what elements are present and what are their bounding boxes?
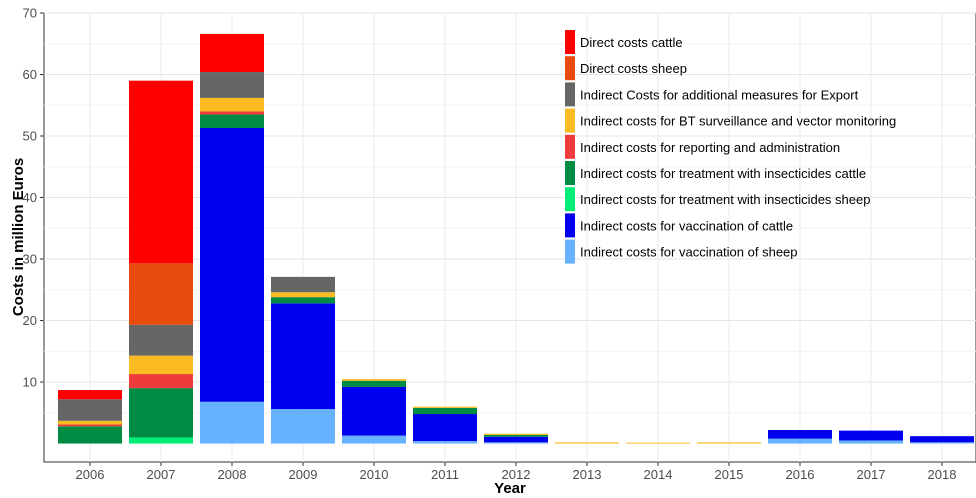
bar-segment [484, 433, 548, 435]
bar-segment [697, 442, 761, 444]
x-tick-label: 2008 [218, 467, 247, 482]
x-tick-label: 2007 [147, 467, 176, 482]
legend-key [565, 187, 575, 212]
legend-key [565, 213, 575, 238]
bar-segment [200, 128, 264, 402]
x-tick-label: 2017 [857, 467, 886, 482]
legend-key [565, 82, 575, 107]
x-tick-label: 2009 [289, 467, 318, 482]
bar-segment [910, 442, 974, 444]
legend-label: Direct costs sheep [580, 61, 687, 76]
bar-segment [342, 386, 406, 436]
legend: Direct costs cattle Direct costs sheep Ind… [565, 30, 896, 264]
bar-segment [271, 303, 335, 410]
bar-segment [200, 33, 264, 73]
bar-segment [200, 97, 264, 112]
y-tick-label: 60 [23, 67, 37, 82]
bar-segment [413, 414, 477, 442]
y-tick-label: 10 [23, 375, 37, 390]
x-tick-label: 2015 [715, 467, 744, 482]
bar-segment [484, 436, 548, 443]
x-tick-label: 2011 [431, 467, 459, 482]
bar-segment [58, 390, 122, 400]
bar-segment [484, 442, 548, 444]
x-tick-label: 2018 [928, 467, 957, 482]
x-tick-label: 2006 [76, 467, 105, 482]
y-tick-label: 30 [23, 252, 37, 267]
bar-segment [271, 297, 335, 304]
bar-segment [200, 114, 264, 129]
bar-segment [58, 420, 122, 425]
legend-label: Indirect costs for vaccination of cattle [580, 218, 793, 233]
bar-segment [768, 438, 832, 444]
bar-segment [129, 388, 193, 438]
bar-segment [342, 380, 406, 387]
x-tick-label: 2016 [786, 467, 815, 482]
bar-segment [484, 434, 548, 437]
panel-background [43, 12, 976, 463]
x-tick-label: 2013 [573, 467, 602, 482]
bar-segment [129, 374, 193, 389]
bar-segment [58, 424, 122, 427]
bar-segment [58, 426, 122, 444]
y-tick-label: 40 [23, 190, 37, 205]
bar-segment [271, 276, 335, 293]
x-tick-label: 2012 [502, 467, 531, 482]
legend-label: Indirect Costs for additional measures f… [580, 87, 859, 102]
x-tick-label: 2014 [644, 467, 673, 482]
bar-segment [839, 430, 903, 441]
bar-segment [200, 72, 264, 98]
legend-label: Indirect costs for treatment with insect… [580, 192, 870, 207]
legend-key [565, 108, 575, 133]
x-axis-title: Year [494, 480, 526, 497]
bar-segment [342, 435, 406, 444]
bar-segment [129, 355, 193, 375]
bar-segment [58, 399, 122, 421]
bar-segment [129, 324, 193, 356]
bar-segment [200, 401, 264, 444]
bar-segment [200, 111, 264, 115]
legend-label: Indirect costs for treatment with insect… [580, 166, 866, 181]
legend-key [565, 161, 575, 185]
legend-key [565, 134, 575, 159]
bar-segment [129, 263, 193, 325]
legend-label: Direct costs cattle [580, 35, 683, 50]
y-axis-ticks: 10 20 30 40 50 60 70 [23, 6, 44, 390]
bar-segment [413, 406, 477, 408]
bars [58, 33, 974, 444]
bar-segment [342, 378, 406, 381]
bar-segment [413, 441, 477, 444]
bar-segment [555, 442, 619, 444]
y-tick-label: 70 [23, 6, 37, 21]
x-tick-label: 2010 [360, 467, 389, 482]
bar-segment [413, 407, 477, 415]
legend-label: Indirect costs for vaccination of sheep [580, 245, 798, 260]
legend-key [565, 30, 575, 54]
x-axis-ticks: 2006 2007 2008 2009 2010 2011 2012 2013 2014 2015… [76, 462, 957, 482]
bar-segment [626, 442, 690, 444]
bar-segment [271, 292, 335, 298]
bar-segment [129, 437, 193, 444]
y-tick-label: 50 [23, 129, 37, 144]
bar-segment [839, 440, 903, 444]
y-axis-title: Costs in million Euros [10, 158, 27, 316]
bar-segment [271, 409, 335, 444]
legend-key [565, 56, 575, 81]
legend-label: Indirect costs for reporting and adminis… [580, 140, 840, 155]
bar-segment [910, 436, 974, 443]
legend-label: Indirect costs for BT surveillance and v… [580, 114, 896, 129]
bar-segment [768, 430, 832, 439]
y-tick-label: 20 [23, 313, 37, 328]
legend-key [565, 239, 575, 264]
bar-segment [129, 80, 193, 264]
